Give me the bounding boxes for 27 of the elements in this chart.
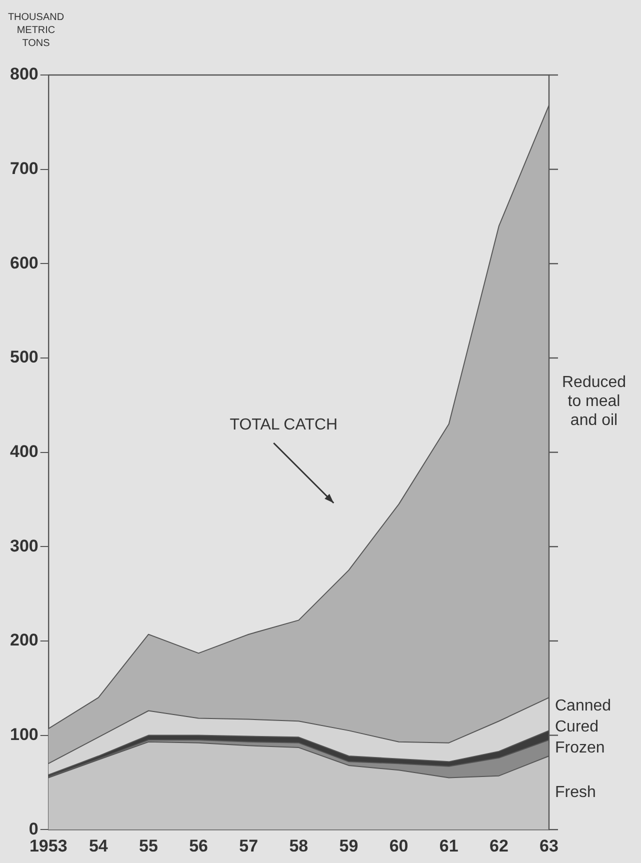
x-tick-label: 62	[489, 836, 508, 856]
y-tick-label: 100	[10, 724, 38, 744]
x-tick-label: 55	[139, 836, 158, 856]
x-tick-label: 60	[389, 836, 408, 856]
annotation: TOTAL CATCH	[230, 416, 338, 434]
y-tick-label: 600	[10, 253, 38, 272]
y-tick-label: 0	[28, 819, 38, 838]
y-tick-label: 200	[10, 630, 38, 650]
x-tick-label: 59	[339, 836, 358, 856]
x-tick-label: 57	[239, 836, 258, 856]
x-tick-label: 58	[289, 836, 308, 856]
y-tick-label: 700	[10, 159, 38, 178]
series-label: Canned	[555, 697, 612, 714]
series-label: Cured	[555, 718, 599, 736]
y-tick-label: 800	[10, 64, 38, 84]
y-tick-label: 300	[10, 536, 38, 556]
legend-label: Reduced to meal and oil	[562, 374, 626, 429]
y-tick-label: 400	[10, 442, 38, 461]
legend-label: Frozen	[555, 739, 605, 756]
x-tick-label: 63	[540, 836, 558, 856]
x-tick-label: 1953	[29, 836, 68, 856]
y-tick-label: 500	[10, 348, 38, 367]
series-label: Fresh	[555, 784, 596, 802]
y-axis-title: THOUSAND METRIC TONS	[8, 12, 64, 49]
x-tick-label: 54	[88, 836, 108, 856]
x-tick-label: 56	[189, 836, 208, 856]
x-tick-label: 61	[439, 836, 458, 856]
